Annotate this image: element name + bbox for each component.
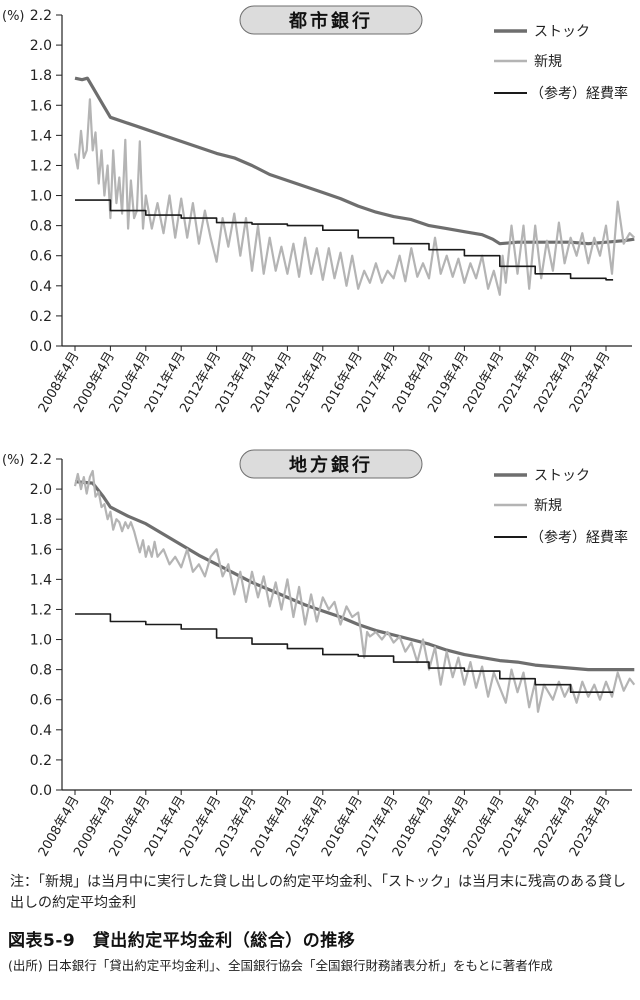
y-tick-label: 2.2	[30, 8, 52, 24]
y-tick-label: 0.2	[30, 309, 52, 325]
figure-caption: 図表5-9 貸出約定平均金利（総合）の推移	[8, 931, 356, 951]
y-tick-label: 0.4	[30, 723, 52, 739]
y-axis-unit-label: (%)	[2, 453, 25, 468]
y-tick-label: 0.0	[30, 339, 52, 355]
y-tick-label: 1.0	[30, 189, 52, 205]
y-tick-label: 0.4	[30, 279, 52, 295]
legend-label: ストック	[534, 24, 590, 40]
chart-note: 注：「新規」は当月中に実行した貸し出しの約定平均金利、「ストック」は当月末に残高…	[10, 874, 626, 911]
y-tick-label: 2.2	[30, 452, 52, 468]
source-note: (出所) 日本銀行「貸出約定平均金利」、全国銀行協会「全国銀行財務諸表分析」をも…	[8, 958, 553, 973]
y-tick-label: 1.8	[30, 512, 52, 528]
chart-city-banks: (%)0.00.20.40.60.81.01.21.41.61.82.02.22…	[2, 5, 636, 415]
chart-title-badge: 都市銀行	[239, 5, 423, 35]
y-tick-label: 0.8	[30, 663, 52, 679]
chart-title: 都市銀行	[288, 10, 373, 32]
chart-regional-banks: (%)0.00.20.40.60.81.01.21.41.61.82.02.22…	[2, 449, 636, 859]
y-axis-unit-label: (%)	[2, 9, 25, 24]
y-tick-label: 0.0	[30, 783, 52, 799]
series-line-new	[73, 98, 636, 296]
legend-label: （参考）経費率	[530, 529, 628, 546]
y-tick-label: 1.4	[30, 572, 52, 588]
legend-label: 新規	[534, 498, 562, 514]
y-tick-label: 0.2	[30, 753, 52, 769]
y-tick-label: 0.6	[30, 693, 52, 709]
y-tick-label: 1.8	[30, 68, 52, 84]
y-tick-label: 1.0	[30, 633, 52, 649]
y-tick-label: 1.2	[30, 158, 52, 174]
y-tick-label: 1.6	[30, 98, 52, 114]
series-line-expense-ratio	[75, 199, 614, 281]
legend-label: （参考）経費率	[530, 85, 628, 102]
y-tick-label: 1.2	[30, 602, 52, 618]
y-tick-label: 2.0	[30, 38, 52, 54]
y-tick-label: 0.8	[30, 219, 52, 235]
series-line-expense-ratio	[75, 613, 614, 693]
y-tick-label: 1.4	[30, 128, 52, 144]
chart-title-badge: 地方銀行	[239, 449, 423, 479]
series-line-stock	[74, 76, 635, 246]
legend-label: ストック	[534, 468, 590, 484]
series-line-stock	[74, 480, 635, 672]
chart-title: 地方銀行	[289, 454, 373, 476]
legend-label: 新規	[534, 54, 562, 70]
y-tick-label: 1.6	[30, 542, 52, 558]
y-tick-label: 0.6	[30, 249, 52, 265]
series-line-new	[73, 469, 636, 713]
y-tick-label: 2.0	[30, 482, 52, 498]
